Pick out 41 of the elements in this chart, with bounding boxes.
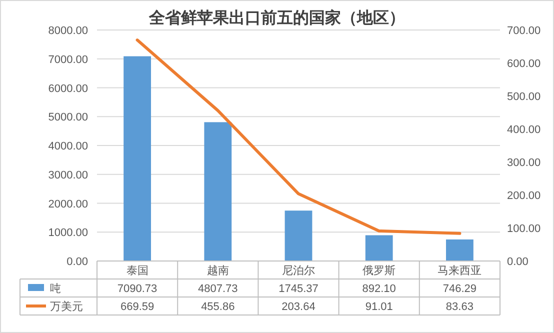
y-tick-label: 3000.00 — [48, 169, 88, 182]
bar — [204, 122, 232, 261]
data-label: 746.29 — [442, 283, 477, 295]
y2-tick-label: 300.00 — [507, 157, 541, 169]
bar — [446, 239, 474, 261]
y-tick-label: 1000.00 — [48, 227, 88, 240]
data-label: 4807.73 — [198, 283, 238, 295]
y-tick-label: 0.00 — [66, 256, 88, 268]
y2-tick-label: 700.00 — [507, 25, 541, 37]
y-tick-label: 5000.00 — [48, 112, 88, 124]
y2-tick-label: 600.00 — [507, 58, 541, 70]
chart-title: 全省鲜苹果出口前五的国家（地区） — [148, 8, 405, 27]
y-tick-label: 4000.00 — [48, 140, 88, 152]
data-label: 83.63 — [446, 301, 474, 313]
data-label: 7090.73 — [117, 283, 158, 295]
y-tick-label: 7000.00 — [48, 54, 88, 66]
bar — [284, 210, 312, 261]
x-tick-label: 马来西亚 — [438, 264, 482, 277]
x-tick-label: 越南 — [206, 264, 229, 277]
y-tick-label: 2000.00 — [48, 198, 88, 210]
x-tick-label: 尼泊尔 — [282, 265, 315, 277]
data-label: 203.64 — [282, 301, 316, 313]
y2-tick-label: 100.00 — [507, 223, 541, 235]
data-label: 669.59 — [120, 301, 154, 313]
line-series — [136, 38, 462, 235]
legend-label: 吨 — [50, 282, 61, 295]
y-tick-label: 8000.00 — [48, 25, 88, 37]
y2-tick-label: 0.00 — [507, 256, 528, 268]
data-label: 455.86 — [201, 301, 235, 313]
x-tick-label: 俄罗斯 — [362, 264, 396, 277]
data-label: 91.01 — [365, 301, 393, 313]
bar — [124, 56, 151, 261]
y2-tick-label: 200.00 — [507, 190, 541, 202]
y-tick-label: 6000.00 — [48, 82, 88, 95]
bar — [365, 235, 393, 261]
data-label: 892.10 — [362, 283, 396, 295]
x-tick-label: 泰国 — [126, 265, 148, 277]
data-label: 1745.37 — [278, 283, 318, 295]
y2-tick-label: 500.00 — [507, 91, 541, 103]
legend-label: 万美元 — [50, 300, 83, 313]
y2-tick-label: 400.00 — [507, 124, 541, 136]
